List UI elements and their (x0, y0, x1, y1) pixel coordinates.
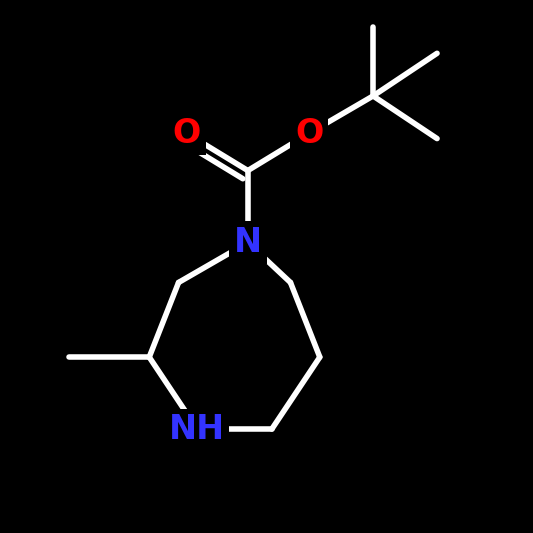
Text: N: N (234, 226, 262, 259)
Text: NH: NH (169, 413, 225, 446)
Text: O: O (172, 117, 201, 150)
Text: O: O (295, 117, 324, 150)
